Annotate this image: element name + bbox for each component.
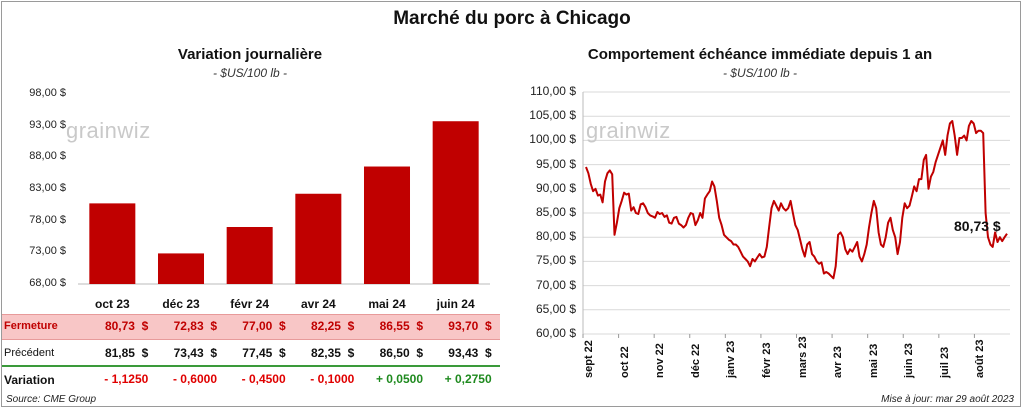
bar-category-label: juin 24 xyxy=(436,297,475,311)
fermeture-cell: 77,00 $ xyxy=(242,319,286,333)
bar-y-tick-label: 68,00 $ xyxy=(29,277,66,289)
bar-y-tick-label: 88,00 $ xyxy=(29,150,66,163)
line-x-tick-label: mars 23 xyxy=(796,336,809,378)
line-y-tick-label: 90,00 $ xyxy=(535,180,576,195)
line-x-tick-label: juin 23 xyxy=(903,343,916,378)
precedent-cell: 77,45 $ xyxy=(242,346,286,360)
bar-y-tick-label: 73,00 $ xyxy=(29,245,66,258)
line-y-tick-label: 65,00 $ xyxy=(535,301,576,316)
fermeture-row-band xyxy=(2,314,500,340)
line-x-tick-label: oct 22 xyxy=(618,346,631,378)
last-value-label: 80,73 $ xyxy=(954,218,1001,234)
fermeture-cell: 93,70 $ xyxy=(448,319,492,333)
line-x-tick-label: sept 22 xyxy=(583,340,595,378)
line-y-tick-label: 100,00 $ xyxy=(529,132,576,147)
variation-cell: - 0,6000 xyxy=(172,372,217,386)
line-x-tick-label: juil 23 xyxy=(938,346,951,378)
line-y-tick-label: 75,00 $ xyxy=(535,253,576,268)
precedent-cell: 86,50 $ xyxy=(379,346,423,360)
bar-category-label: mai 24 xyxy=(368,297,406,311)
precedent-cell: 73,43 $ xyxy=(173,346,217,360)
right-chart-unit: - $US/100 lb - xyxy=(722,66,798,80)
bar-category-label: févr 24 xyxy=(230,297,269,311)
fermeture-cell: 72,83 $ xyxy=(173,319,217,333)
line-x-tick-label: mai 23 xyxy=(867,343,880,378)
bar-y-tick-label: 98,00 $ xyxy=(29,87,66,99)
fermeture-cell: 82,25 $ xyxy=(310,319,355,333)
line-x-tick-label: déc 22 xyxy=(689,343,702,378)
bar-category-label: déc 23 xyxy=(162,297,200,311)
bar-y-tick-label: 83,00 $ xyxy=(29,182,66,194)
precedent-cell: 82,35 $ xyxy=(310,346,355,360)
line-x-tick-label: août 23 xyxy=(974,339,987,378)
right-watermark: grainwiz xyxy=(586,118,671,143)
bar-category-label: avr 24 xyxy=(300,297,336,311)
variation-cell: + 0,2750 xyxy=(444,372,492,386)
bar-y-tick-label: 78,00 $ xyxy=(29,213,66,226)
line-y-tick-label: 105,00 $ xyxy=(529,108,576,123)
line-y-tick-label: 80,00 $ xyxy=(535,229,576,244)
variation-cell: + 0,0500 xyxy=(375,372,423,386)
left-watermark: grainwiz xyxy=(66,118,151,143)
line-y-tick-label: 85,00 $ xyxy=(535,205,576,219)
right-chart-title: Comportement échéance immédiate depuis 1… xyxy=(587,46,933,63)
main-title: Marché du porc à Chicago xyxy=(393,8,631,29)
line-y-tick-label: 60,00 $ xyxy=(535,326,576,340)
variation-cell: - 0,1000 xyxy=(310,372,355,386)
variation-label: Variation xyxy=(4,373,55,387)
line-y-tick-label: 110,00 $ xyxy=(530,84,576,98)
variation-cell: - 1,1250 xyxy=(104,372,149,386)
line-x-tick-label: févr 23 xyxy=(760,342,773,378)
line-x-tick-label: janv 23 xyxy=(725,340,738,378)
fermeture-cell: 86,55 $ xyxy=(379,319,423,333)
source-note: Source: CME Group xyxy=(6,394,97,405)
update-note: Mise à jour: mar 29 août 2023 xyxy=(881,394,1014,405)
fermeture-cell: 80,73 $ xyxy=(104,319,149,333)
fermeture-label: Fermeture xyxy=(4,320,58,332)
line-x-tick-label: nov 22 xyxy=(654,343,667,378)
left-chart-title: Variation journalière xyxy=(177,46,323,63)
precedent-cell: 93,43 $ xyxy=(448,346,492,360)
precedent-cell: 81,85 $ xyxy=(104,346,149,360)
bar-category-label: oct 23 xyxy=(94,297,130,311)
variation-separator xyxy=(2,365,500,367)
left-chart-unit: - $US/100 lb - xyxy=(212,66,288,80)
line-y-tick-label: 70,00 $ xyxy=(535,277,576,292)
line-y-tick-label: 95,00 $ xyxy=(535,156,576,171)
precedent-label: Précédent xyxy=(4,347,55,359)
bar-y-tick-label: 93,00 $ xyxy=(29,118,66,131)
variation-cell: - 0,4500 xyxy=(241,372,286,386)
line-x-tick-label: avr 23 xyxy=(832,346,845,378)
